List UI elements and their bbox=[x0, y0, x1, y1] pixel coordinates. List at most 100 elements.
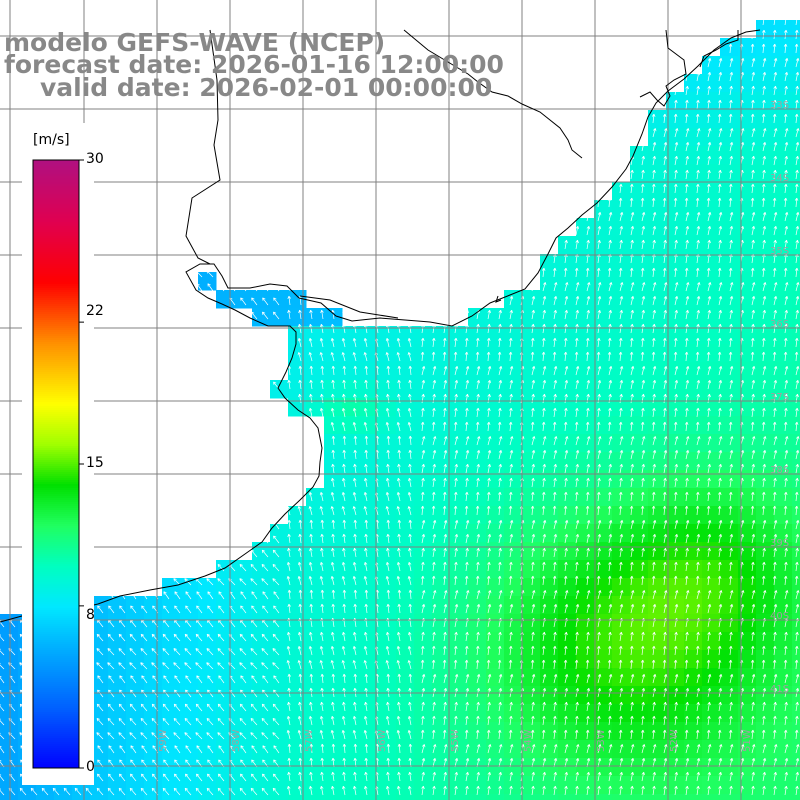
field-cell bbox=[324, 578, 343, 597]
wind-arrow bbox=[531, 366, 536, 376]
field-cell bbox=[720, 182, 739, 201]
wind-arrow bbox=[762, 58, 767, 68]
field-cell bbox=[396, 380, 415, 399]
colorbar-segment bbox=[33, 624, 79, 627]
wind-arrow bbox=[783, 43, 788, 54]
field-cell bbox=[324, 398, 343, 417]
wind-arrow bbox=[729, 631, 733, 642]
field-cell bbox=[342, 326, 361, 345]
wind-arrow bbox=[729, 701, 733, 712]
field-cell bbox=[288, 686, 307, 705]
wind-arrow bbox=[320, 477, 324, 488]
wind-arrow bbox=[487, 533, 492, 544]
field-cell bbox=[720, 56, 739, 75]
wind-arrow bbox=[586, 491, 590, 502]
wind-arrow bbox=[586, 407, 590, 418]
wind-arrow bbox=[342, 365, 347, 376]
field-cell bbox=[540, 560, 559, 579]
wind-arrow bbox=[287, 589, 292, 600]
wind-arrow bbox=[251, 745, 258, 754]
colorbar-segment bbox=[33, 500, 79, 503]
field-cell bbox=[756, 128, 775, 147]
field-cell bbox=[504, 344, 523, 363]
colorbar-segment bbox=[33, 760, 79, 763]
wind-arrow bbox=[96, 787, 104, 796]
field-cell bbox=[576, 596, 595, 615]
wind-arrow bbox=[272, 563, 280, 572]
wind-arrow bbox=[751, 393, 755, 404]
wind-arrow bbox=[364, 449, 368, 460]
field-cell bbox=[450, 686, 469, 705]
field-cell bbox=[630, 308, 649, 327]
wind-arrow bbox=[386, 393, 390, 404]
colorbar-segment bbox=[33, 440, 79, 443]
wind-arrow bbox=[795, 183, 799, 194]
wind-arrow bbox=[729, 155, 733, 166]
wind-arrow bbox=[750, 659, 755, 670]
wind-arrow bbox=[750, 575, 755, 586]
wind-arrow bbox=[784, 309, 788, 320]
field-cell bbox=[126, 794, 145, 800]
wind-arrow bbox=[454, 491, 458, 502]
field-cell bbox=[648, 344, 667, 363]
wind-arrow bbox=[728, 113, 733, 124]
wind-arrow bbox=[386, 365, 391, 376]
colorbar-segment bbox=[33, 434, 79, 437]
colorbar-segment bbox=[33, 530, 79, 533]
field-cell bbox=[756, 560, 775, 579]
colorbar-segment bbox=[33, 474, 79, 477]
wind-arrow bbox=[542, 715, 546, 726]
wind-arrow bbox=[707, 239, 711, 250]
wind-arrow bbox=[762, 603, 767, 614]
wind-arrow bbox=[784, 715, 788, 726]
wind-arrow bbox=[597, 477, 601, 488]
wind-arrow bbox=[652, 155, 656, 166]
colorbar-segment bbox=[33, 600, 79, 603]
field-cell bbox=[270, 578, 289, 597]
wind-arrow bbox=[331, 785, 335, 796]
wind-arrow bbox=[407, 730, 412, 740]
wind-arrow bbox=[287, 603, 291, 614]
wind-arrow bbox=[729, 590, 734, 600]
wind-arrow bbox=[718, 590, 723, 600]
colorbar-segment bbox=[33, 580, 79, 583]
wind-arrow bbox=[509, 463, 513, 474]
field-cell bbox=[270, 794, 289, 800]
wind-arrow bbox=[575, 645, 579, 656]
wind-arrow bbox=[607, 421, 612, 432]
wind-arrow bbox=[250, 732, 258, 740]
wind-arrow bbox=[619, 212, 624, 222]
field-cell bbox=[504, 398, 523, 417]
wind-arrow bbox=[718, 366, 723, 376]
wind-arrow bbox=[674, 436, 679, 446]
field-cell bbox=[648, 542, 667, 561]
wind-arrow bbox=[272, 648, 280, 656]
wind-arrow bbox=[762, 520, 767, 530]
field-cell bbox=[180, 632, 199, 651]
colorbar-segment bbox=[33, 502, 79, 505]
field-cell bbox=[720, 524, 739, 543]
field-cell bbox=[756, 56, 775, 75]
wind-arrow bbox=[795, 212, 800, 222]
wind-arrow bbox=[330, 422, 335, 432]
wind-arrow bbox=[509, 309, 513, 320]
wind-arrow bbox=[397, 393, 401, 404]
wind-arrow bbox=[652, 645, 656, 656]
field-cell bbox=[702, 758, 721, 777]
colorbar-segment bbox=[33, 626, 79, 629]
wind-arrow bbox=[497, 421, 502, 432]
wind-arrow bbox=[630, 744, 635, 754]
colorbar-segment bbox=[33, 634, 79, 637]
wind-arrow bbox=[707, 128, 712, 138]
wind-arrow bbox=[784, 337, 788, 348]
wind-arrow bbox=[728, 43, 733, 54]
wind-arrow bbox=[552, 267, 557, 278]
field-cell bbox=[648, 578, 667, 597]
wind-arrow bbox=[685, 212, 690, 222]
wind-arrow bbox=[320, 785, 324, 796]
wind-arrow bbox=[407, 561, 412, 572]
wind-arrow bbox=[662, 729, 667, 740]
field-cell bbox=[504, 686, 523, 705]
wind-arrow bbox=[751, 225, 756, 236]
colorbar bbox=[22, 123, 94, 785]
